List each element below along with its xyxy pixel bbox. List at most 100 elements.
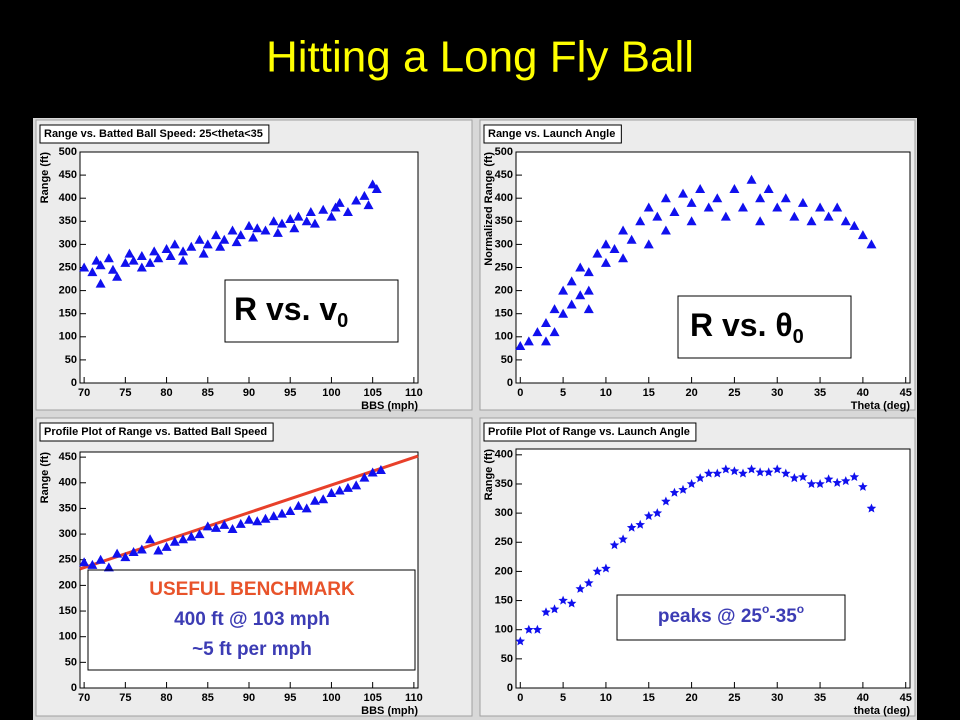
x-tick-label: 0 — [517, 692, 523, 704]
data-point — [806, 216, 817, 226]
x-tick-label: 80 — [160, 387, 172, 399]
data-point — [729, 183, 740, 193]
data-point — [772, 464, 782, 474]
y-axis-label: Range (ft) — [483, 449, 495, 501]
data-point — [342, 482, 353, 492]
data-point — [363, 200, 374, 210]
data-point — [566, 598, 577, 608]
y-tick-label: 300 — [59, 238, 77, 250]
data-point — [285, 506, 296, 515]
data-point — [161, 244, 172, 254]
data-point — [202, 521, 213, 531]
data-point — [755, 193, 766, 203]
data-point — [549, 327, 560, 337]
data-point — [643, 202, 654, 212]
y-tick-label: 450 — [495, 169, 513, 181]
data-point — [149, 246, 160, 256]
x-tick-label: 85 — [202, 692, 214, 704]
data-point — [107, 264, 118, 274]
data-point — [686, 479, 697, 488]
y-tick-label: 350 — [59, 215, 77, 227]
data-point — [583, 267, 594, 277]
data-point — [600, 257, 611, 267]
data-point — [815, 202, 826, 212]
data-point — [515, 636, 525, 646]
data-point — [652, 211, 663, 221]
data-point — [592, 566, 603, 576]
data-point — [584, 578, 594, 588]
y-tick-label: 500 — [59, 146, 77, 158]
data-point — [609, 540, 620, 550]
data-point — [532, 624, 543, 634]
data-point — [215, 241, 226, 251]
data-point — [660, 193, 671, 203]
data-point — [326, 211, 337, 221]
x-tick-label: 70 — [78, 692, 90, 704]
data-point — [95, 554, 106, 564]
data-point — [120, 552, 131, 562]
annotation-text: R vs. θ — [690, 307, 793, 343]
data-point — [566, 299, 577, 309]
x-tick-label: 90 — [243, 387, 255, 399]
x-tick-label: 85 — [202, 387, 214, 399]
y-tick-label: 0 — [71, 377, 77, 389]
data-point — [841, 476, 851, 486]
data-point — [583, 285, 594, 295]
plot-title-box — [483, 422, 697, 442]
y-tick-label: 300 — [495, 238, 513, 250]
data-point — [268, 216, 279, 226]
data-point — [276, 508, 287, 518]
x-tick-label: 25 — [728, 387, 740, 399]
plot-title: Range vs. Batted Ball Speed: 25<theta<35 — [44, 128, 263, 140]
y-tick-label: 50 — [501, 653, 513, 665]
data-point — [849, 472, 860, 481]
x-tick-label: 110 — [405, 692, 423, 704]
data-point — [541, 607, 551, 617]
data-point — [797, 197, 808, 207]
data-point — [618, 225, 629, 235]
annotation-sub: 0 — [793, 326, 804, 348]
data-point — [367, 179, 378, 189]
plot-title-box — [39, 422, 274, 442]
data-point — [112, 548, 123, 558]
annotation-line: ~5 ft per mph — [192, 639, 312, 660]
y-tick-label: 100 — [495, 331, 513, 343]
y-tick-label: 50 — [65, 656, 77, 668]
data-point — [532, 327, 543, 337]
data-point — [186, 241, 197, 251]
x-tick-label: 90 — [243, 692, 255, 704]
data-point — [79, 557, 90, 567]
x-tick-label: 30 — [771, 387, 783, 399]
data-point — [737, 202, 748, 212]
y-tick-label: 300 — [495, 507, 513, 519]
data-point — [720, 211, 731, 221]
y-axis-label: Range (ft) — [39, 152, 51, 204]
data-point — [359, 190, 370, 200]
data-point — [231, 237, 242, 247]
data-point — [746, 464, 757, 474]
x-tick-label: 15 — [643, 387, 655, 399]
x-tick-label: 15 — [643, 692, 655, 704]
y-tick-label: 0 — [507, 377, 513, 389]
data-point — [798, 472, 808, 481]
data-point — [703, 202, 714, 212]
data-point — [524, 624, 534, 634]
data-point — [272, 227, 283, 237]
y-tick-label: 0 — [71, 682, 77, 694]
annotation-box — [616, 594, 846, 641]
data-point — [301, 503, 312, 513]
data-point — [219, 234, 230, 244]
y-tick-label: 100 — [495, 624, 513, 636]
data-point — [652, 508, 663, 518]
data-point — [558, 595, 568, 605]
data-point — [359, 472, 370, 482]
x-tick-label: 5 — [560, 387, 566, 399]
data-point — [305, 207, 316, 217]
fit-line — [79, 454, 419, 571]
y-tick-label: 200 — [495, 285, 513, 297]
data-point — [695, 183, 706, 193]
data-point — [334, 485, 345, 495]
data-point — [244, 220, 254, 230]
data-point — [618, 253, 629, 263]
